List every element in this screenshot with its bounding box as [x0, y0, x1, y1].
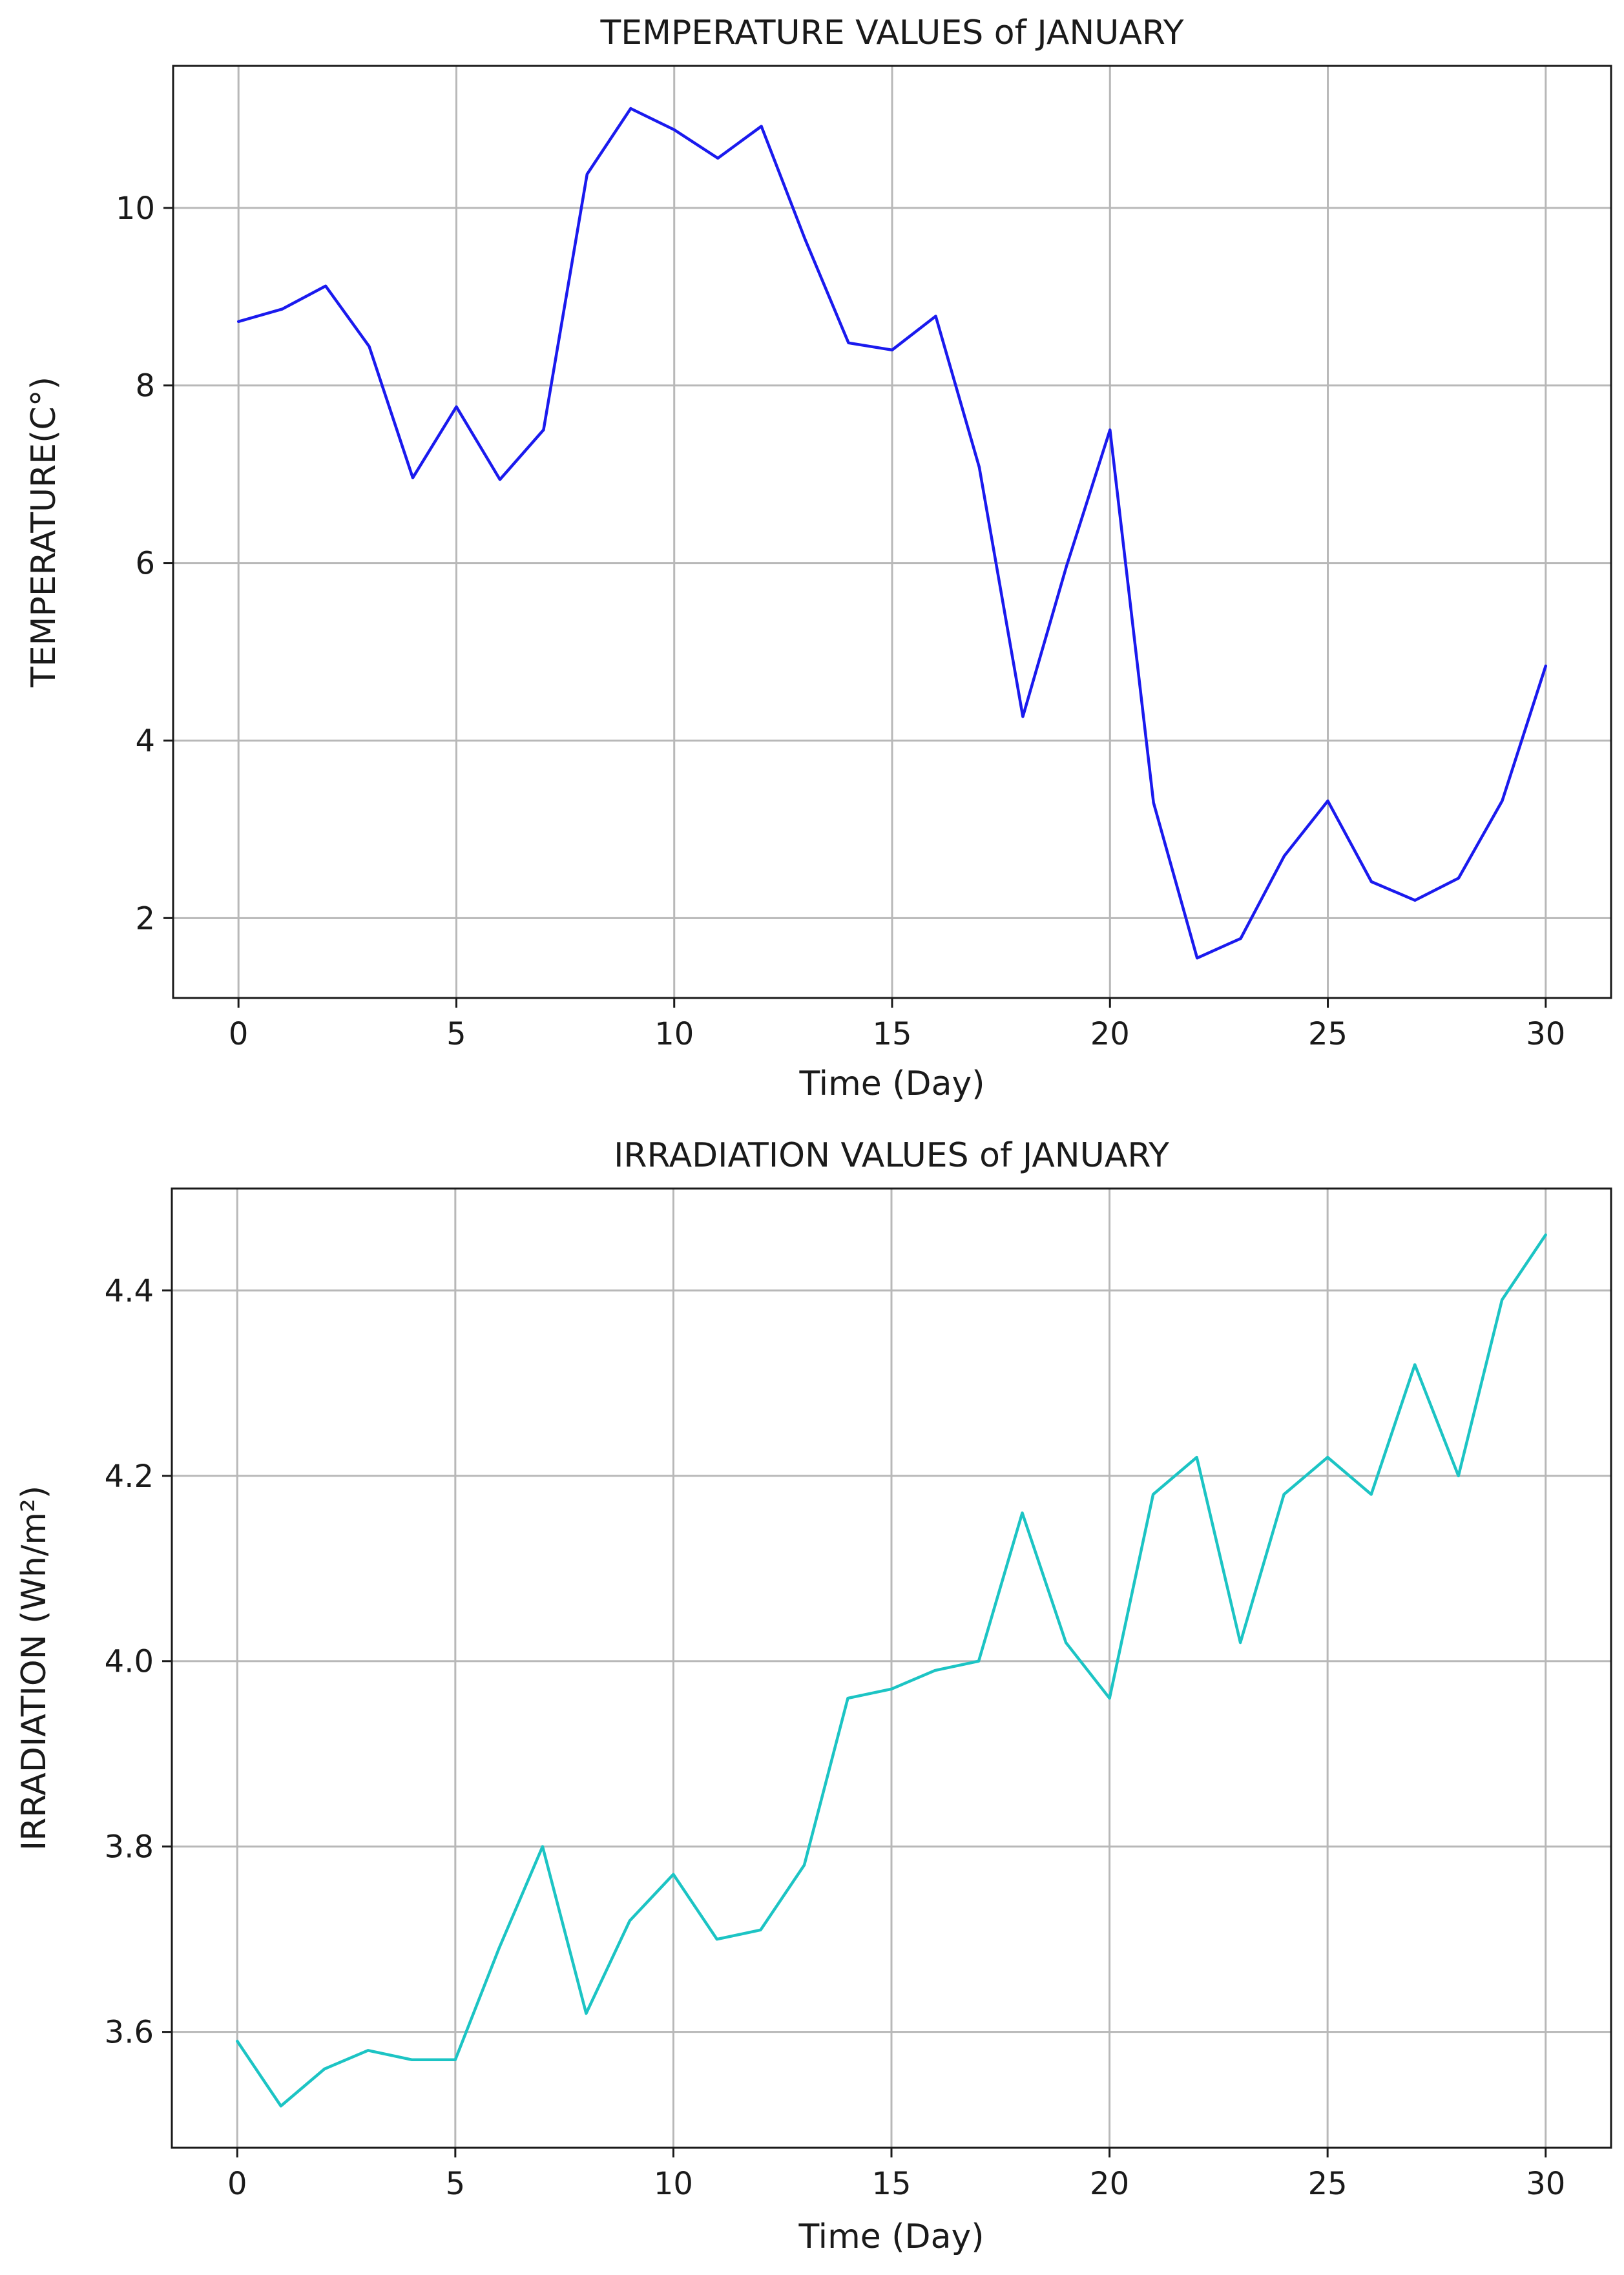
y-axis-label: TEMPERATURE(C°)	[25, 377, 63, 688]
x-tick-label: 10	[654, 2166, 693, 2202]
y-tick-label: 8	[135, 368, 155, 404]
chart-title: IRRADIATION VALUES of JANUARY	[614, 1136, 1169, 1175]
y-tick-label: 3.6	[105, 2015, 154, 2051]
y-tick-label: 2	[135, 900, 155, 937]
chart-irradiation: 0 5 10 15 20 25 30 3.6 3.8 4.0 4.2 4.4 IRRADIATION V…	[15, 1136, 1612, 2256]
x-tick-label: 5	[446, 1016, 466, 1052]
y-tick-label: 10	[116, 191, 155, 227]
x-tick-label: 25	[1308, 1016, 1348, 1052]
y-tick-label: 6	[135, 546, 155, 582]
x-tick-label: 15	[872, 1016, 911, 1052]
x-tick-label: 20	[1090, 1016, 1130, 1052]
series-line-temperature	[236, 107, 1548, 960]
x-tick-label: 10	[654, 1016, 694, 1052]
x-tick-label: 30	[1526, 2166, 1565, 2202]
series-line-irradiation	[236, 1233, 1547, 2108]
y-axis-label: IRRADIATION (Wh/m²)	[15, 1486, 54, 1851]
y-tick-label: 4	[135, 723, 155, 759]
x-tick-label: 5	[446, 2166, 466, 2202]
chart-temperature: 0 5 10 15 20 25 30 2 4 6 8 10 TEMPERATURE VALUES of …	[25, 14, 1612, 1103]
x-tick-label: 15	[871, 2166, 911, 2202]
x-tick-label: 0	[227, 2166, 247, 2202]
x-axis-label: Time (Day)	[798, 1065, 984, 1103]
y-tick-label: 3.8	[105, 1829, 154, 1865]
y-tick-label: 4.0	[105, 1644, 154, 1680]
chart-title: TEMPERATURE VALUES of JANUARY	[600, 14, 1184, 52]
x-tick-label: 20	[1090, 2166, 1129, 2202]
x-tick-label: 0	[229, 1016, 249, 1052]
y-tick-label: 4.2	[105, 1459, 154, 1495]
x-axis-label: Time (Day)	[798, 2218, 984, 2256]
x-tick-label: 25	[1308, 2166, 1348, 2202]
x-tick-label: 30	[1526, 1016, 1565, 1052]
y-tick-label: 4.4	[105, 1273, 154, 1309]
